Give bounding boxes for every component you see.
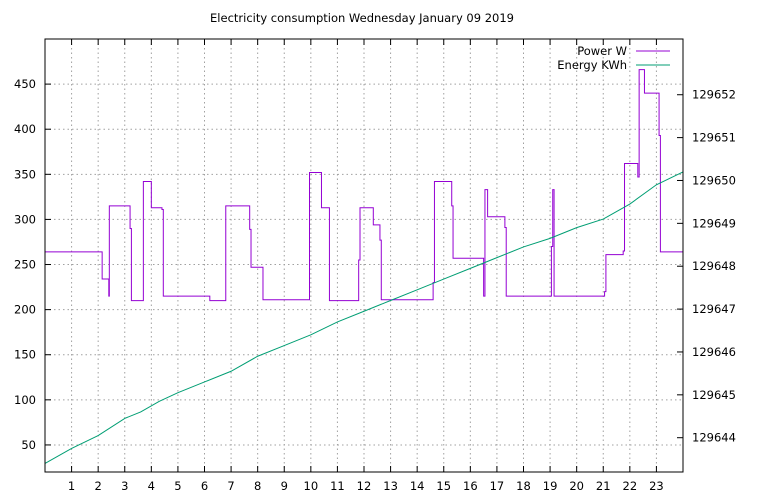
x-tick-label: 22 [623,479,638,493]
y-tick-label: 450 [14,77,36,91]
power-w-series-line [45,69,683,302]
chart-title: Electricity consumption Wednesday Januar… [210,11,514,25]
x-tick-label: 4 [148,479,155,493]
x-tick-label: 23 [649,479,664,493]
y2-tick-label: 129646 [692,345,736,359]
x-tick-label: 13 [383,479,398,493]
y2-tick-label: 129648 [692,259,736,273]
x-tick-label: 14 [410,479,425,493]
legend: Power W Energy KWh [557,44,670,72]
y-tick-label: 400 [14,122,36,136]
x-tick-label: 10 [304,479,319,493]
y2-tick-label: 129644 [692,431,736,445]
x-tick-label: 16 [463,479,478,493]
x-tick-label: 21 [596,479,611,493]
y-tick-label: 50 [21,438,36,452]
x-tick-label: 8 [254,479,261,493]
energy-kwh-series-line [44,171,684,464]
x-tick-label: 3 [121,479,128,493]
x-tick-label: 12 [357,479,372,493]
x-tick-label: 9 [281,479,288,493]
y2-tick-label: 129647 [692,302,736,316]
y2-tick-label: 129649 [692,216,736,230]
series-layer [44,69,684,464]
y-tick-label: 350 [14,167,36,181]
y-tick-label: 150 [14,348,36,362]
y-tick-label: 250 [14,258,36,272]
y-tick-label: 300 [14,212,36,226]
y-tick-label: 200 [14,303,36,317]
x-tick-label: 19 [543,479,558,493]
y2-tick-label: 129645 [692,388,736,402]
x-tick-label: 17 [490,479,505,493]
grid [45,39,683,472]
axes: 1 2 3 4 5 6 7 8 9 10 11 12 13 14 15 16 17 18 19 20 21 22 23501… [14,39,736,493]
x-tick-label: 1 [68,479,75,493]
x-tick-label: 20 [569,479,584,493]
y2-tick-label: 129651 [692,131,736,145]
x-tick-label: 7 [227,479,234,493]
x-tick-label: 15 [436,479,451,493]
x-tick-label: 18 [516,479,531,493]
legend-label-power: Power W [577,44,627,58]
x-tick-label: 11 [330,479,345,493]
x-tick-label: 2 [95,479,102,493]
y2-tick-label: 129650 [692,173,736,187]
x-tick-label: 5 [174,479,181,493]
y2-tick-label: 129652 [692,88,736,102]
x-tick-label: 6 [201,479,208,493]
legend-label-energy: Energy KWh [557,58,627,72]
y-tick-label: 100 [14,393,36,407]
